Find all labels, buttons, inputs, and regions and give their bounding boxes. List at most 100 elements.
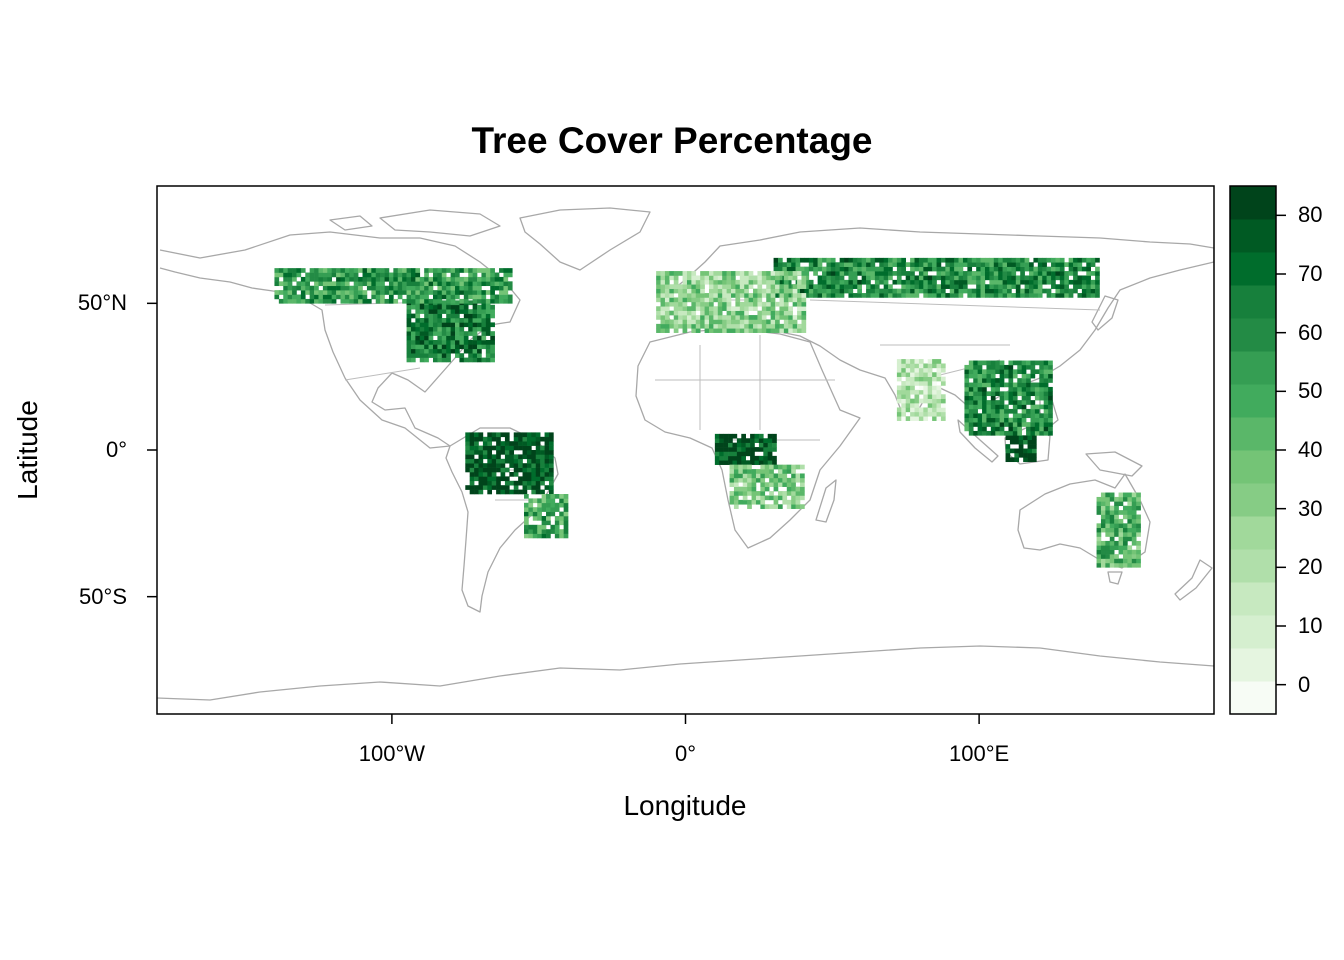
map-panel <box>157 207 1214 701</box>
raster-cell <box>481 309 487 314</box>
raster-cell <box>678 301 683 307</box>
raster-cell <box>744 306 749 311</box>
raster-cell <box>474 432 479 438</box>
raster-cell <box>548 463 554 468</box>
raster-cell <box>327 298 332 304</box>
raster-cell <box>982 430 987 436</box>
raster-cell <box>402 285 407 291</box>
raster-cell <box>441 272 447 278</box>
raster-cell <box>918 389 924 395</box>
raster-cell <box>424 335 429 341</box>
raster-cell <box>932 293 937 298</box>
raster-cell <box>982 373 987 379</box>
raster-cell <box>336 281 341 287</box>
raster-cell <box>336 268 341 273</box>
raster-cell <box>769 469 774 474</box>
raster-cell <box>463 290 469 295</box>
raster-cell <box>1042 266 1047 272</box>
raster-cell <box>499 285 504 291</box>
raster-cell <box>782 266 788 272</box>
raster-cell <box>739 301 745 307</box>
raster-cell <box>739 275 745 281</box>
raster-cell <box>1048 413 1053 419</box>
raster-cell <box>1048 391 1053 397</box>
raster-cell <box>801 301 807 307</box>
raster-cell <box>719 433 724 439</box>
raster-cell <box>760 491 766 496</box>
raster-cell <box>1026 413 1031 419</box>
region-eastern-north-america <box>406 300 495 363</box>
raster-cell <box>914 372 920 377</box>
raster-cell <box>905 262 911 267</box>
raster-cell <box>923 367 929 373</box>
raster-cell <box>826 266 832 272</box>
raster-cell <box>918 385 924 391</box>
raster-cell <box>656 284 661 289</box>
raster-cell <box>287 268 293 273</box>
raster-cell <box>795 257 801 263</box>
raster-cell <box>669 323 675 329</box>
raster-cell <box>949 262 955 267</box>
raster-cell <box>731 288 736 294</box>
raster-cell <box>446 318 451 323</box>
raster-cell <box>287 290 293 295</box>
raster-cell <box>487 432 493 438</box>
raster-cell <box>791 469 796 474</box>
raster-cell <box>540 454 545 460</box>
raster-cell <box>419 344 425 350</box>
raster-cell <box>1059 288 1065 294</box>
raster-cell <box>1011 275 1017 281</box>
raster-cell <box>528 507 534 512</box>
raster-cell <box>375 298 381 304</box>
raster-cell <box>905 359 911 364</box>
raster-cell <box>704 306 710 311</box>
raster-cell <box>918 407 924 413</box>
raster-cell <box>1055 293 1061 298</box>
raster-cell <box>487 454 493 460</box>
raster-cell <box>491 467 497 473</box>
raster-cell <box>432 290 438 295</box>
raster-cell <box>446 353 451 358</box>
raster-cell <box>896 411 902 417</box>
raster-cell <box>741 447 746 452</box>
raster-cell <box>770 279 776 285</box>
raster-cell <box>1100 558 1106 564</box>
raster-cell <box>722 301 727 307</box>
raster-cell <box>1014 457 1020 463</box>
raster-cell <box>459 285 465 291</box>
raster-cell <box>695 319 701 325</box>
raster-cell <box>1095 279 1100 285</box>
raster-cell <box>1077 293 1083 298</box>
raster-cell <box>686 279 692 285</box>
raster-cell <box>686 284 692 289</box>
raster-cell <box>504 441 510 446</box>
raster-cell <box>782 262 788 267</box>
raster-cell <box>415 285 421 291</box>
raster-cell <box>971 288 977 294</box>
raster-cell <box>1046 293 1052 298</box>
raster-cell <box>1027 439 1033 445</box>
raster-cell <box>822 288 827 294</box>
raster-cell <box>402 268 407 273</box>
raster-cell <box>1136 501 1141 507</box>
raster-cell <box>773 486 779 492</box>
raster-cell <box>472 344 478 350</box>
raster-cell <box>896 257 902 263</box>
raster-cell <box>998 279 1003 285</box>
raster-cell <box>472 298 478 304</box>
raster-cell <box>469 467 475 473</box>
raster-cell <box>406 340 412 345</box>
raster-cell <box>874 271 880 276</box>
raster-cell <box>327 285 332 291</box>
raster-cell <box>1043 413 1049 419</box>
raster-cell <box>993 262 999 267</box>
raster-cell <box>474 476 479 482</box>
raster-cell <box>980 275 986 281</box>
raster-cell <box>366 281 372 287</box>
raster-cell <box>797 271 802 276</box>
raster-cell <box>524 529 529 534</box>
raster-cell <box>490 272 495 278</box>
raster-cell <box>936 284 942 289</box>
raster-cell <box>1030 369 1036 375</box>
raster-cell <box>535 485 541 490</box>
